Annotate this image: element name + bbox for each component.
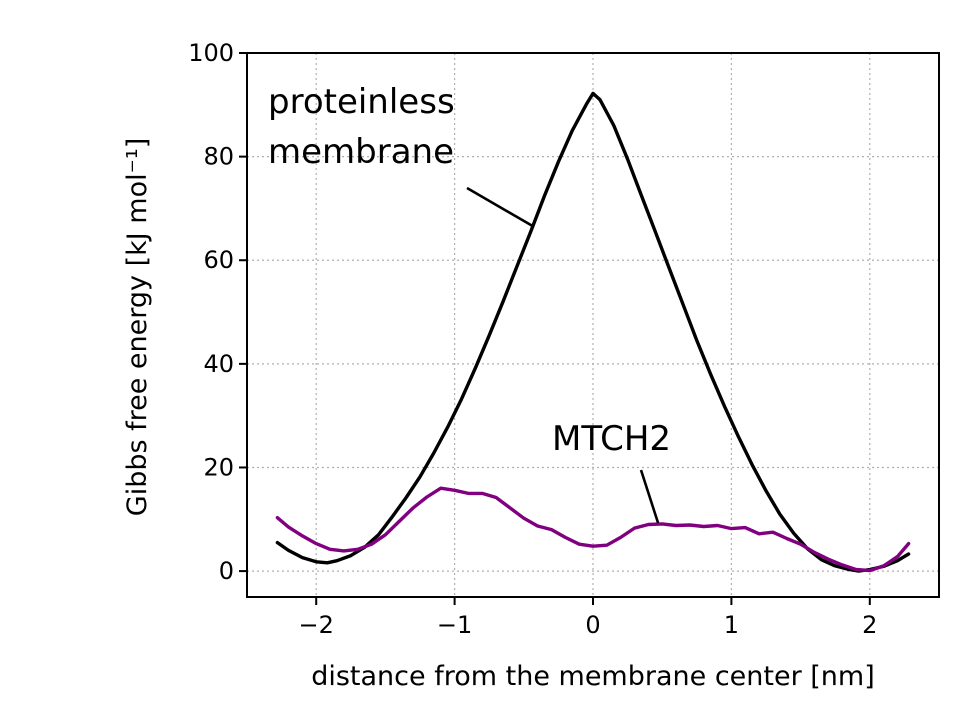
- series-line-1: [275, 486, 911, 573]
- y-tick-label-5: 100: [188, 39, 234, 67]
- y-tick-label-0: 0: [219, 557, 234, 585]
- x-axis-label: distance from the membrane center [nm]: [311, 661, 875, 692]
- annotation-mtch2: MTCH2: [552, 419, 671, 459]
- annotation-proteinless-line1: proteinless: [268, 82, 455, 122]
- annotation-proteinless-pointer: [466, 186, 535, 228]
- x-tick-label-4: 2: [862, 611, 877, 639]
- annotation-proteinless-line2: membrane: [268, 132, 454, 172]
- x-tick-label-1: −1: [437, 611, 472, 639]
- x-tick-label-2: 0: [585, 611, 600, 639]
- annotation-mtch2-pointer: [639, 469, 660, 524]
- series-lines: [275, 91, 911, 573]
- y-tick-label-1: 20: [203, 453, 234, 481]
- x-tick-label-0: −2: [299, 611, 334, 639]
- x-tick-label-3: 1: [724, 611, 739, 639]
- y-tick-label-2: 40: [203, 350, 234, 378]
- y-tick-label-3: 60: [203, 246, 234, 274]
- y-axis-label: Gibbs free energy [kJ mol⁻¹]: [122, 138, 153, 516]
- y-tick-label-4: 80: [203, 143, 234, 171]
